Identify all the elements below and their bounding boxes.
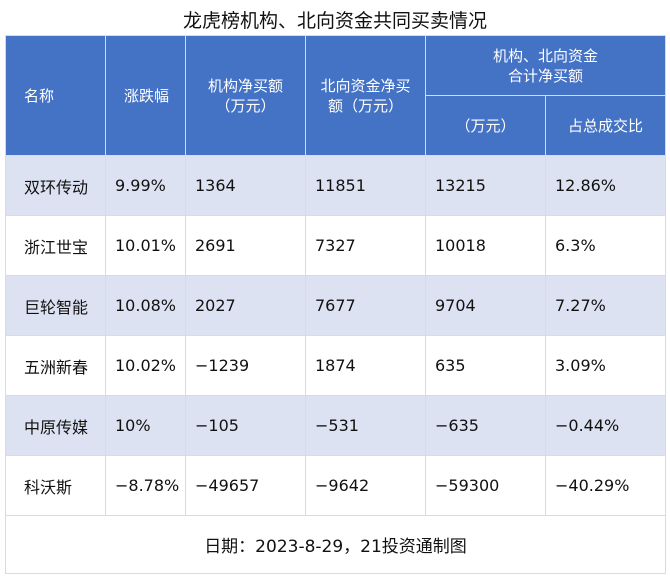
- cell-north: 7327: [305, 215, 426, 276]
- cell-name: 巨轮智能: [5, 275, 106, 336]
- page-title: 龙虎榜机构、北向资金共同买卖情况: [182, 10, 487, 32]
- header-inst-line1: 机构净买额: [207, 76, 283, 95]
- table-row: 双环传动 9.99% 1364 11851 13215 12.86%: [5, 155, 667, 216]
- cell-ratio: 7.27%: [544, 275, 667, 336]
- table-row: 五洲新春 10.02% −1239 1874 635 3.09%: [5, 335, 667, 396]
- cell-name: 中原传媒: [5, 395, 106, 456]
- cell-ratio: 12.86%: [544, 155, 667, 216]
- cell-north: 7677: [305, 275, 426, 336]
- header-change: 涨跌幅: [105, 35, 186, 156]
- table-row: 科沃斯 −8.78% −49657 −9642 −59300 −40.29%: [5, 455, 667, 516]
- header-total-unit: （万元）: [425, 95, 546, 156]
- cell-inst: 1364: [185, 155, 306, 216]
- table-row: 巨轮智能 10.08% 2027 7677 9704 7.27%: [5, 275, 667, 336]
- header-north-line1: 北向资金净买: [320, 76, 411, 95]
- cell-change: 10.01%: [105, 215, 186, 276]
- header-inst-line2: （万元）: [215, 96, 276, 115]
- cell-total: 9704: [425, 275, 546, 336]
- cell-ratio: −40.29%: [544, 455, 667, 516]
- cell-ratio: 3.09%: [544, 335, 667, 396]
- footer-row: 日期：2023-8-29，21投资通制图: [4, 515, 667, 574]
- table-row: 中原传媒 10% −105 −531 −635 −0.44%: [5, 395, 667, 456]
- cell-north: 11851: [305, 155, 426, 216]
- header-inst-net-buy: 机构净买额 （万元）: [185, 35, 306, 156]
- header-row-2: （万元） 占总成交比: [6, 95, 667, 156]
- footer-note: 日期：2023-8-29，21投资通制图: [4, 515, 667, 574]
- cell-inst: 2027: [185, 275, 306, 336]
- cell-ratio: −0.44%: [544, 395, 667, 456]
- cell-north: −9642: [305, 455, 426, 516]
- cell-name: 科沃斯: [5, 455, 106, 516]
- cell-north: 1874: [305, 335, 426, 396]
- cell-name: 浙江世宝: [5, 215, 106, 276]
- cell-inst: 2691: [185, 215, 306, 276]
- cell-inst: −49657: [185, 455, 306, 516]
- header-name: 名称: [5, 35, 106, 156]
- cell-change: −8.78%: [105, 455, 186, 516]
- cell-north: −531: [305, 395, 426, 456]
- cell-total: 10018: [425, 215, 546, 276]
- cell-total: −635: [425, 395, 546, 456]
- cell-ratio: 6.3%: [544, 215, 667, 276]
- cell-change: 10%: [105, 395, 186, 456]
- table-row: 浙江世宝 10.01% 2691 7327 10018 6.3%: [5, 215, 667, 276]
- header-north-line2: 额（万元）: [327, 96, 403, 115]
- cell-total: 635: [425, 335, 546, 396]
- data-table: 名称 涨跌幅 机构净买额 （万元） 北向资金净买 额（万元） 机构、北向资金 合…: [4, 35, 667, 574]
- cell-inst: −1239: [185, 335, 306, 396]
- cell-total: −59300: [425, 455, 546, 516]
- cell-name: 五洲新春: [5, 335, 106, 396]
- cell-change: 10.02%: [105, 335, 186, 396]
- header-combined-group: 机构、北向资金 合计净买额: [424, 35, 667, 96]
- cell-change: 10.08%: [105, 275, 186, 336]
- header-group-line1: 机构、北向资金: [493, 46, 599, 65]
- header-ratio: 占总成交比: [544, 95, 667, 156]
- cell-change: 9.99%: [105, 155, 186, 216]
- header-row-1: 名称 涨跌幅 机构净买额 （万元） 北向资金净买 额（万元） 机构、北向资金 合…: [5, 35, 667, 156]
- header-north-net-buy: 北向资金净买 额（万元）: [305, 35, 426, 156]
- cell-name: 双环传动: [5, 155, 106, 216]
- cell-total: 13215: [425, 155, 546, 216]
- header-group-line2: 合计净买额: [508, 66, 584, 85]
- cell-inst: −105: [185, 395, 306, 456]
